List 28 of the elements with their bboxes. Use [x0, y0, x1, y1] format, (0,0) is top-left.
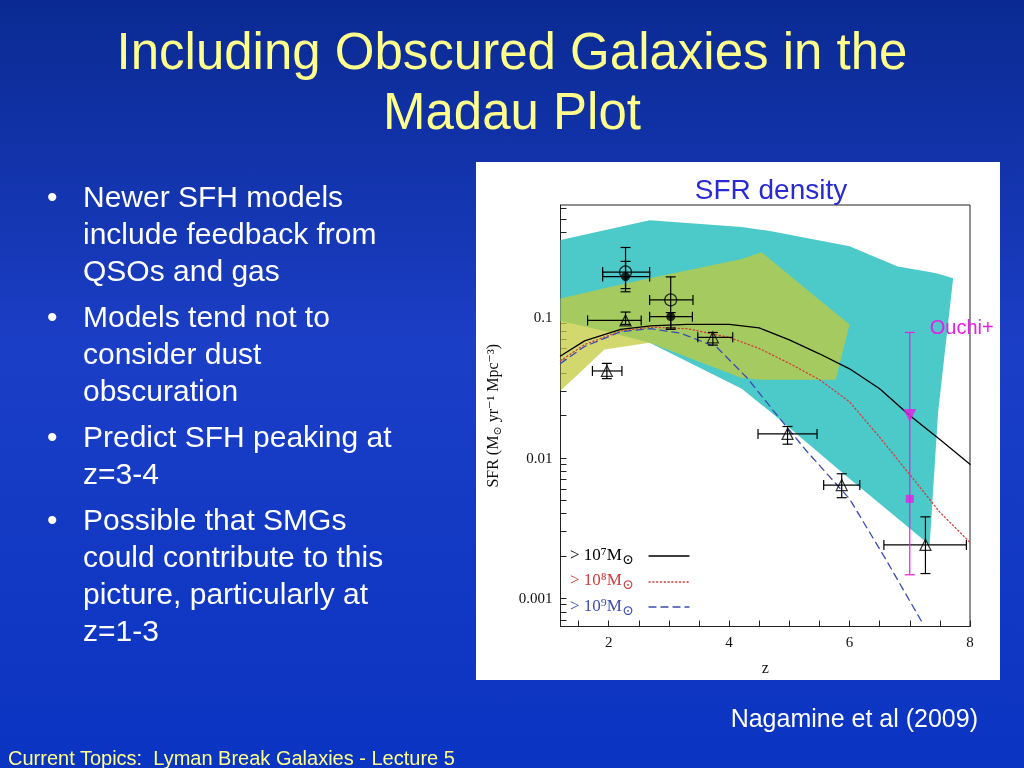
point — [666, 312, 676, 322]
legend-label: > 10⁷M$_{⊙}$ — [570, 544, 634, 568]
point — [919, 538, 932, 551]
text: • Possible that SMGs could contribute to this picture, particularly at z=1-3 — [47, 502, 385, 649]
x-tick-label: 6 — [845, 634, 854, 650]
text: Nagamine et al (2009) — [730, 703, 978, 733]
line-series — [559, 328, 923, 623]
point — [664, 293, 678, 307]
chart-title: Including Obscured Galaxies in the Madau Plot — [115, 22, 909, 142]
text: • Models tend not to consider dust obscuration — [47, 299, 331, 409]
point — [903, 409, 917, 423]
text: • Predict SFH peaking at z=3-4 — [47, 419, 393, 492]
legend-label: > 10⁸M$_{⊙}$ — [570, 570, 634, 594]
y-tick-label: 0.1 — [533, 309, 553, 326]
point — [618, 265, 633, 279]
y-axis-title: SFR (M⊙ yr⁻¹ Mpc⁻³) — [483, 343, 503, 488]
x-tick-label: 4 — [725, 634, 734, 650]
point — [781, 427, 794, 440]
point — [835, 478, 848, 492]
x-tick-label: 2 — [604, 634, 613, 650]
y-tick-label: 0.001 — [518, 590, 553, 607]
text: • Newer SFH models include feedback from QSOs and gas — [47, 179, 378, 289]
chart-subtitle: SFR density — [694, 173, 848, 205]
x-axis-title: z — [761, 658, 769, 676]
y-tick-label: 0.01 — [526, 449, 553, 466]
point — [905, 494, 914, 503]
legend-label: > 10⁹M$_{⊙}$ — [570, 595, 634, 619]
x-tick-label: 8 — [966, 634, 974, 650]
